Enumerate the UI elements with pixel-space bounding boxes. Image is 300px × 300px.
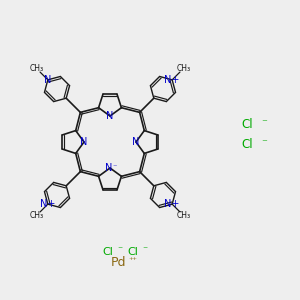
Text: Cl: Cl bbox=[241, 139, 253, 152]
Text: ⁺⁺: ⁺⁺ bbox=[128, 256, 137, 266]
Text: ⁻: ⁻ bbox=[117, 245, 123, 255]
Text: N+: N+ bbox=[164, 75, 180, 85]
Text: ⁻: ⁻ bbox=[261, 138, 267, 148]
Text: Cl: Cl bbox=[128, 247, 138, 257]
Text: CH₃: CH₃ bbox=[176, 64, 190, 73]
Text: N: N bbox=[44, 75, 52, 85]
Text: ⁻: ⁻ bbox=[142, 245, 148, 255]
Text: CH₃: CH₃ bbox=[29, 211, 44, 220]
Text: N+: N+ bbox=[164, 199, 180, 209]
Text: N+: N+ bbox=[40, 199, 56, 209]
Text: CH₃: CH₃ bbox=[29, 64, 44, 73]
Text: ⁻: ⁻ bbox=[112, 162, 117, 171]
Text: N: N bbox=[80, 137, 88, 147]
Text: N: N bbox=[106, 111, 114, 121]
Text: Cl: Cl bbox=[241, 118, 253, 131]
Text: CH₃: CH₃ bbox=[176, 211, 190, 220]
Text: N: N bbox=[105, 163, 113, 173]
Text: N: N bbox=[132, 137, 140, 147]
Text: Pd: Pd bbox=[110, 256, 126, 268]
Text: ⁻: ⁻ bbox=[261, 118, 267, 128]
Text: Cl: Cl bbox=[103, 247, 113, 257]
